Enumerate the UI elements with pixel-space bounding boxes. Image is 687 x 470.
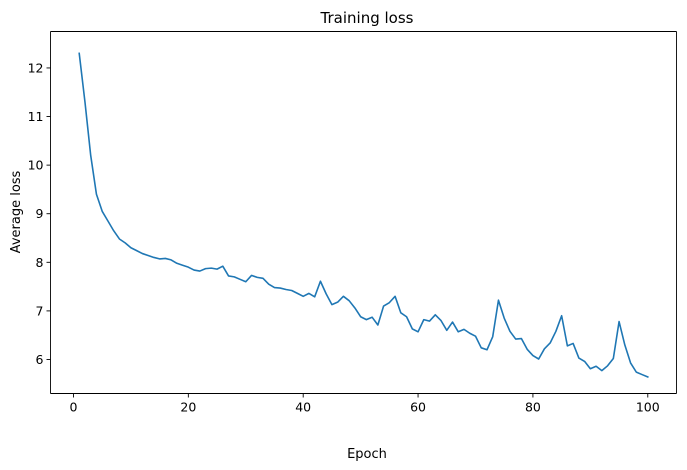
x-tick-label: 60 xyxy=(410,400,426,415)
y-tick-label: 12 xyxy=(28,60,44,75)
x-tick-label: 20 xyxy=(180,400,196,415)
y-tick-label: 10 xyxy=(28,158,44,173)
x-tick-label: 40 xyxy=(295,400,311,415)
loss-series-line xyxy=(78,52,649,379)
y-tick-label: 9 xyxy=(36,206,44,221)
plot-area xyxy=(50,31,677,394)
x-tick-label: 100 xyxy=(636,400,660,415)
chart-title: Training loss xyxy=(320,9,414,27)
y-axis-label: Average loss xyxy=(9,170,24,253)
x-tick-label: 0 xyxy=(69,400,77,415)
y-tick-label: 6 xyxy=(36,352,44,367)
y-tick-label: 11 xyxy=(28,109,44,124)
x-tick-label: 80 xyxy=(525,400,541,415)
y-tick-label: 8 xyxy=(36,255,44,270)
x-axis-label: Epoch xyxy=(347,447,387,462)
y-tick-label: 7 xyxy=(36,303,44,318)
